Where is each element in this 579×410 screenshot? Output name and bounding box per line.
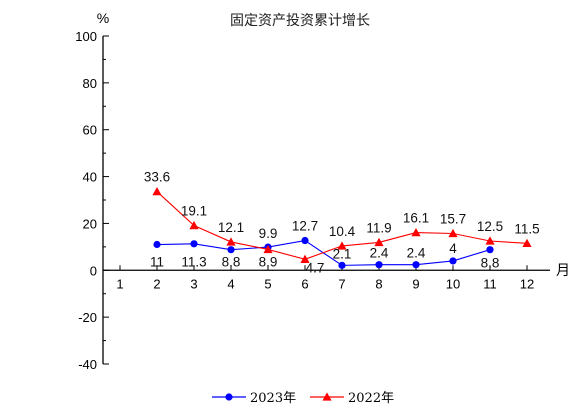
data-label: 11 bbox=[150, 254, 164, 269]
y-tick-label: 40 bbox=[83, 170, 97, 185]
y-tick-label: 80 bbox=[83, 76, 97, 91]
data-point-triangle bbox=[522, 238, 532, 248]
x-axis-unit: 月 bbox=[556, 262, 570, 278]
data-label: 8.9 bbox=[259, 254, 278, 269]
data-label: 11.9 bbox=[366, 220, 391, 235]
data-point-triangle bbox=[485, 236, 495, 245]
x-tick-label: 5 bbox=[264, 276, 271, 291]
data-point-circle bbox=[412, 261, 420, 269]
y-axis-unit: % bbox=[97, 10, 109, 26]
x-tick-label: 9 bbox=[412, 276, 419, 291]
data-point-circle bbox=[375, 261, 383, 269]
data-point-circle bbox=[153, 240, 161, 249]
data-label: 33.6 bbox=[144, 170, 170, 185]
x-tick-label: 3 bbox=[190, 276, 197, 291]
data-label: 4.7 bbox=[306, 260, 325, 275]
data-label: 12.7 bbox=[292, 219, 318, 234]
data-point-circle bbox=[338, 261, 346, 269]
data-point-circle bbox=[190, 240, 198, 248]
data-point-triangle bbox=[411, 227, 421, 237]
data-point-triangle bbox=[226, 237, 236, 246]
data-point-triangle bbox=[322, 392, 332, 401]
series-1 bbox=[152, 186, 532, 263]
x-tick-label: 10 bbox=[446, 276, 460, 291]
data-labels: 11 11.3 8.8 9.9 12.7 2.1 2.4 2.4 4 8.8 33.6 19.1 12.… bbox=[144, 170, 540, 276]
x-tick-label: 7 bbox=[338, 276, 345, 291]
data-label: 4 bbox=[449, 241, 457, 256]
data-point-circle bbox=[227, 246, 235, 254]
x-tick-label: 12 bbox=[520, 276, 534, 291]
data-point-circle bbox=[301, 236, 309, 245]
x-tick-label: 8 bbox=[375, 276, 382, 291]
data-label: 10.4 bbox=[329, 224, 356, 239]
y-tick-label: 20 bbox=[83, 216, 97, 231]
x-tick-label: 11 bbox=[483, 276, 497, 291]
y-tick-label: -20 bbox=[78, 310, 97, 325]
data-label: 2.1 bbox=[333, 246, 352, 261]
y-tick-label: 0 bbox=[90, 263, 97, 278]
data-label: 2.4 bbox=[370, 246, 389, 261]
data-point-triangle bbox=[152, 186, 162, 196]
data-label: 12.5 bbox=[477, 219, 503, 234]
x-tick-label: 4 bbox=[227, 276, 234, 291]
x-tick-label: 2 bbox=[153, 276, 160, 291]
data-point-triangle bbox=[448, 228, 458, 238]
legend-item-1: 2022年 bbox=[310, 391, 394, 406]
data-label: 11.3 bbox=[181, 254, 206, 269]
series-layer bbox=[152, 186, 532, 269]
data-point-circle bbox=[486, 246, 494, 254]
y-tick-label: 60 bbox=[83, 123, 97, 138]
data-point-triangle bbox=[337, 241, 347, 250]
chart-title: 固定资产投资累计增长 bbox=[230, 13, 370, 29]
data-label: 2.4 bbox=[407, 246, 426, 261]
data-point-triangle bbox=[374, 237, 384, 247]
data-label: 16.1 bbox=[403, 211, 429, 226]
data-label: 9.9 bbox=[259, 226, 278, 241]
data-point-triangle bbox=[263, 244, 273, 254]
data-point-circle bbox=[449, 257, 457, 265]
data-point-triangle bbox=[189, 220, 199, 230]
data-label: 8.8 bbox=[222, 254, 241, 269]
data-label: 19.1 bbox=[181, 204, 207, 219]
data-label: 12.1 bbox=[218, 220, 244, 235]
legend-label: 2022年 bbox=[348, 391, 394, 406]
data-point-triangle bbox=[300, 254, 310, 263]
x-tick-label: 6 bbox=[301, 276, 308, 291]
data-label: 8.8 bbox=[481, 255, 500, 270]
data-label: 11.5 bbox=[514, 221, 539, 236]
legend-item-0: 2023年 bbox=[212, 391, 296, 406]
y-tick-label: -40 bbox=[78, 357, 97, 372]
x-tick-label: 1 bbox=[116, 276, 123, 291]
legend-label: 2023年 bbox=[250, 391, 296, 406]
data-label: 15.7 bbox=[440, 212, 466, 227]
legend: 2023年 2022年 bbox=[212, 391, 394, 406]
y-tick-label: 100 bbox=[75, 29, 97, 44]
data-point-circle bbox=[225, 393, 233, 401]
